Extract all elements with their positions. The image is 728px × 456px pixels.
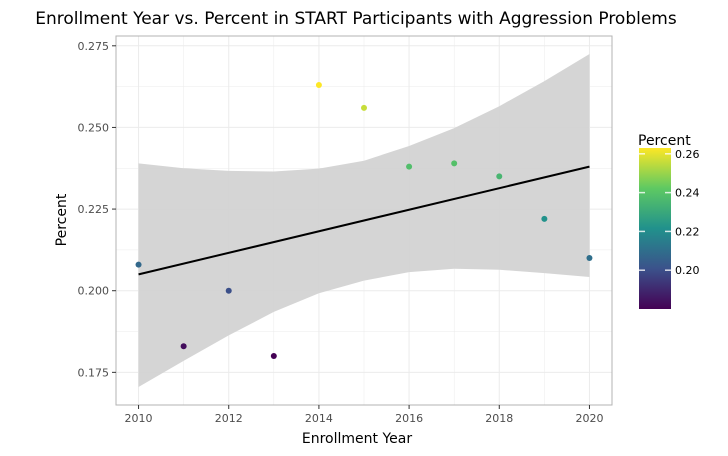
colorbar-tick-label: 0.26 bbox=[675, 148, 700, 161]
y-tick-label: 0.250 bbox=[78, 121, 110, 134]
x-tick-label: 2010 bbox=[125, 412, 153, 425]
colorbar-title: Percent bbox=[638, 133, 691, 149]
data-point bbox=[406, 163, 413, 170]
x-tick-label: 2014 bbox=[305, 412, 333, 425]
chart-title: Enrollment Year vs. Percent in START Par… bbox=[35, 9, 677, 29]
colorbar-tick-label: 0.22 bbox=[675, 225, 700, 238]
x-tick-label: 2018 bbox=[485, 412, 513, 425]
data-point bbox=[361, 104, 367, 111]
y-tick-label: 0.200 bbox=[78, 285, 110, 298]
y-tick-label: 0.175 bbox=[78, 366, 110, 379]
data-point bbox=[180, 343, 187, 350]
x-tick-label: 2012 bbox=[215, 412, 243, 425]
data-point bbox=[586, 255, 593, 262]
colorbar-tick-label: 0.20 bbox=[675, 264, 700, 277]
panel-border bbox=[115, 35, 613, 406]
data-point bbox=[225, 287, 232, 294]
y-tick-label: 0.275 bbox=[78, 40, 110, 53]
y-tick-label: 0.225 bbox=[78, 203, 110, 216]
data-point bbox=[135, 261, 142, 268]
data-point bbox=[496, 173, 503, 180]
data-point bbox=[541, 215, 548, 222]
colorbar-legend: Percent 0.20 0.22 0.24 0.26 bbox=[638, 133, 700, 309]
y-axis-title: Percent bbox=[54, 193, 70, 246]
colorbar-gradient bbox=[639, 148, 671, 309]
x-tick-label: 2016 bbox=[395, 412, 423, 425]
plot-area: 2010 2012 2014 2016 2018 2020 0.175 0.200 0.225 0… bbox=[78, 35, 613, 425]
x-axis-title: Enrollment Year bbox=[302, 431, 412, 447]
colorbar-tick-label: 0.24 bbox=[675, 187, 700, 200]
trend-line bbox=[138, 165, 590, 276]
data-point bbox=[270, 353, 277, 360]
data-point bbox=[451, 160, 458, 167]
data-point bbox=[315, 81, 322, 88]
x-tick-label: 2020 bbox=[575, 412, 603, 425]
